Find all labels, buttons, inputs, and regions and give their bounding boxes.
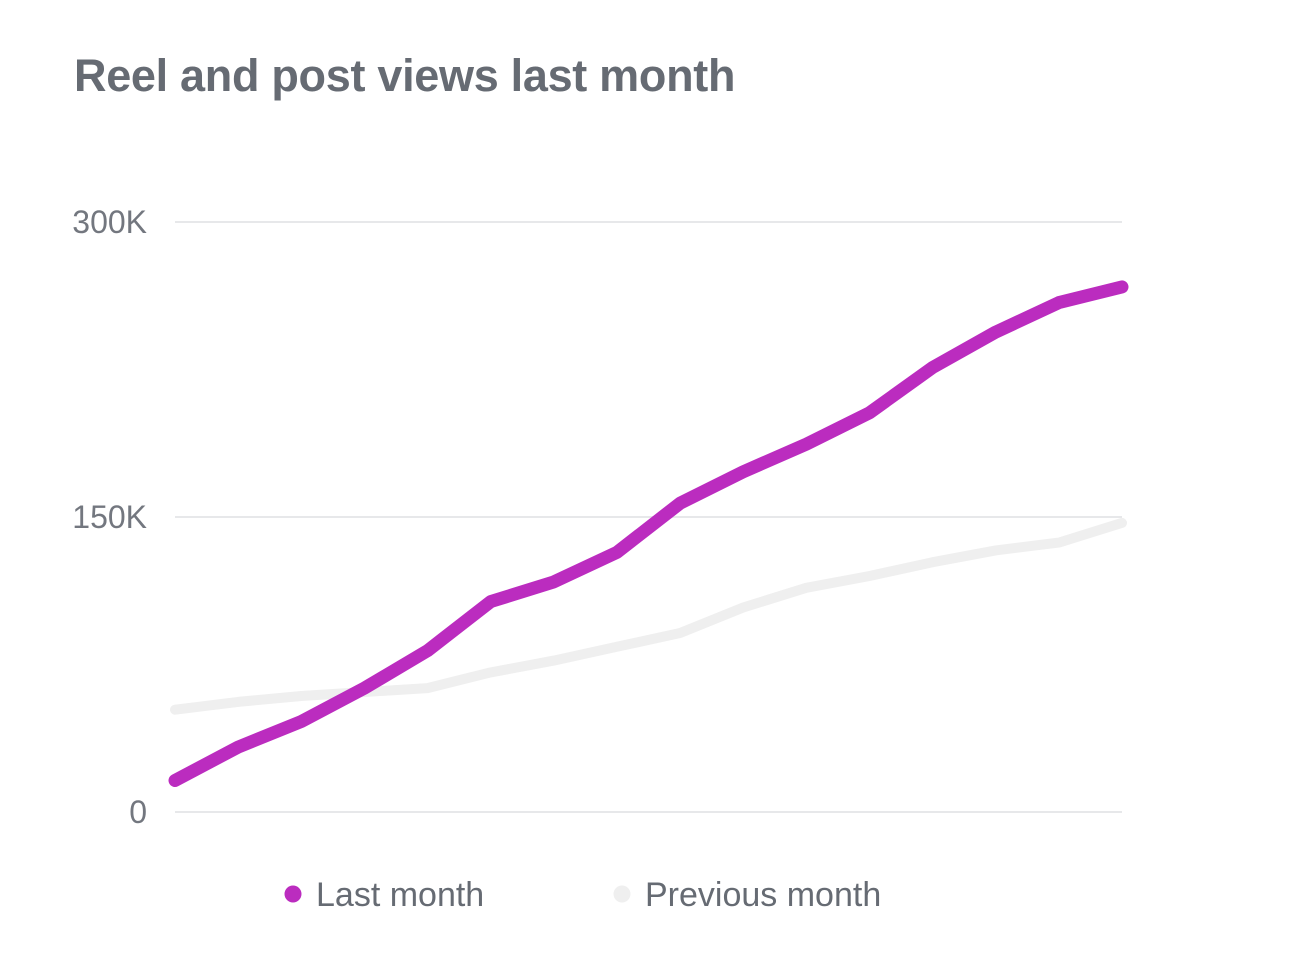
series-line-last-month bbox=[168, 280, 1129, 787]
legend-label: Previous month bbox=[645, 876, 881, 914]
series-layer bbox=[168, 280, 1129, 787]
legend-swatch bbox=[613, 885, 631, 903]
legend-swatch bbox=[284, 885, 302, 903]
series-line-previous-month bbox=[170, 517, 1127, 715]
chart-title: Reel and post views last month bbox=[74, 50, 736, 101]
legend-item-last-month: Last month bbox=[284, 876, 484, 914]
legend: Last month Previous month bbox=[284, 876, 881, 914]
y-tick-label-2: 300K bbox=[72, 204, 147, 240]
y-tick-label-0: 0 bbox=[129, 794, 147, 830]
legend-item-previous-month: Previous month bbox=[613, 876, 881, 914]
y-tick-label-1: 150K bbox=[72, 499, 147, 535]
grid-layer bbox=[175, 221, 1122, 813]
legend-label: Last month bbox=[316, 876, 484, 914]
y-axis-ticks: 0 150K 300K bbox=[72, 204, 147, 830]
